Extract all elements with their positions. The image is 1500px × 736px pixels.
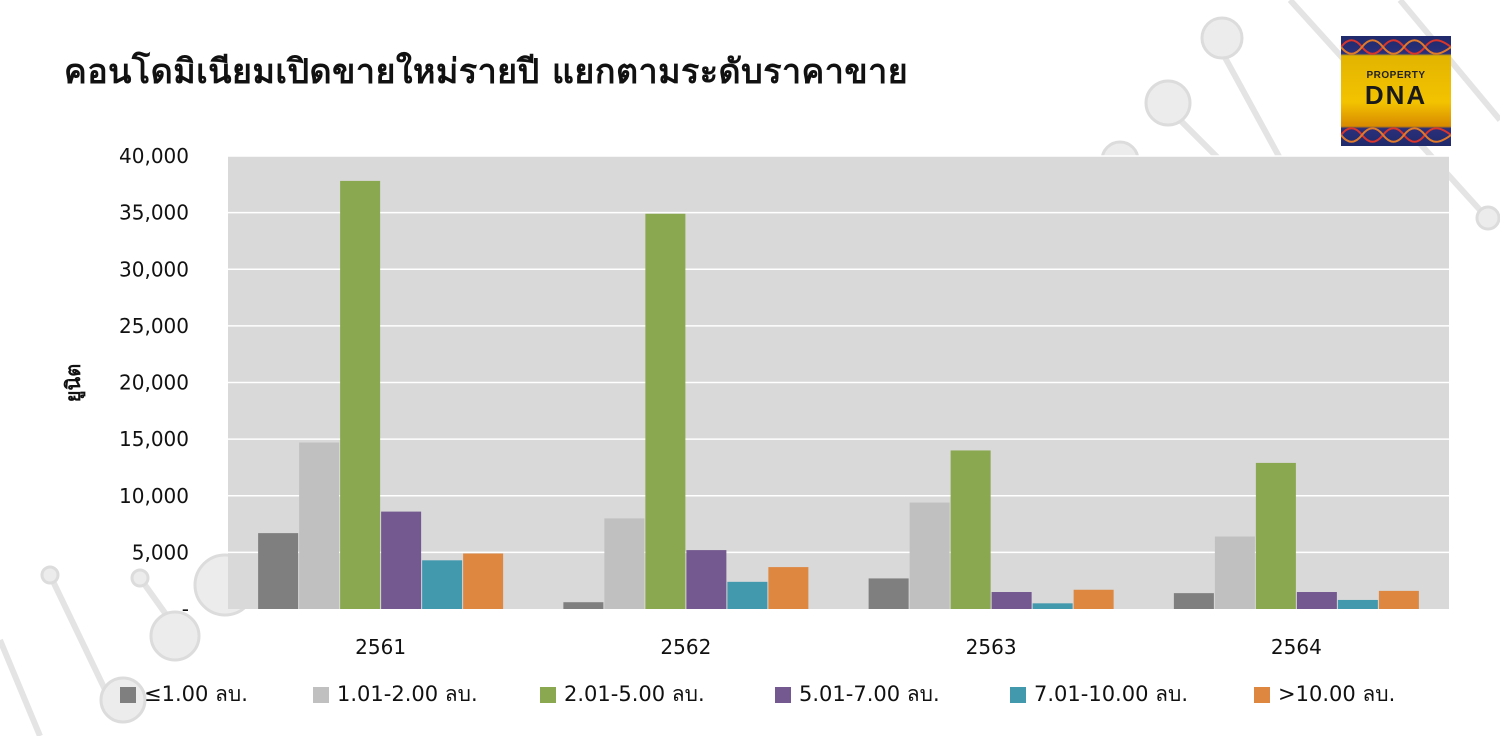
bar	[768, 567, 809, 609]
bar	[340, 180, 381, 610]
legend-item: 2.01-5.00 ลบ.	[540, 678, 705, 711]
legend-label: ≤1.00 ลบ.	[144, 682, 248, 706]
legend-swatch	[1254, 686, 1270, 703]
y-tick-label: 10,000	[119, 484, 189, 508]
y-tick-label: 25,000	[119, 314, 189, 338]
bar	[868, 578, 909, 609]
bar	[299, 442, 340, 609]
legend-label: 7.01-10.00 ลบ.	[1034, 682, 1189, 706]
bar	[950, 450, 991, 609]
legend-item: ≤1.00 ลบ.	[120, 678, 248, 711]
page-title: คอนโดมิเนียมเปิดขายใหม่รายปี แยกตามระดับ…	[64, 52, 909, 92]
x-category-label: 2562	[660, 635, 711, 659]
bar	[422, 560, 463, 609]
legend-swatch	[313, 686, 329, 703]
bar	[381, 511, 422, 609]
legend-label: >10.00 ลบ.	[1278, 682, 1396, 706]
bar	[1378, 590, 1419, 609]
legend-label: 2.01-5.00 ลบ.	[564, 682, 705, 706]
bar	[909, 502, 950, 609]
legend-swatch	[775, 686, 791, 703]
bar	[563, 602, 604, 609]
y-tick-label: 35,000	[119, 201, 189, 225]
y-tick-label: 5,000	[132, 540, 189, 564]
dna-helix-icon	[1341, 127, 1451, 143]
legend-label: 5.01-7.00 ลบ.	[799, 682, 940, 706]
legend-swatch	[120, 686, 136, 703]
logo-top-text: PROPERTY	[1366, 70, 1426, 81]
bar	[727, 581, 768, 609]
x-category-label: 2561	[355, 635, 406, 659]
legend-item: 7.01-10.00 ลบ.	[1010, 678, 1188, 711]
y-tick-label: -	[182, 597, 189, 621]
bar	[1173, 593, 1214, 609]
y-tick-label: 30,000	[119, 257, 189, 281]
bar	[1296, 592, 1337, 609]
bar	[258, 533, 299, 609]
logo-main-text: DNA	[1364, 80, 1428, 110]
bar	[604, 518, 645, 609]
legend-item: >10.00 ลบ.	[1254, 678, 1395, 711]
bar	[1214, 536, 1255, 609]
bar	[991, 592, 1032, 609]
bar	[1032, 603, 1073, 609]
legend-item: 1.01-2.00 ลบ.	[313, 678, 478, 711]
bar	[463, 553, 504, 609]
bar	[645, 213, 686, 609]
bar	[1073, 589, 1114, 609]
y-tick-label: 15,000	[119, 427, 189, 451]
legend-label: 1.01-2.00 ลบ.	[337, 682, 478, 706]
bar	[1337, 599, 1378, 609]
y-axis-label: ยูนิต	[61, 364, 87, 402]
x-category-label: 2564	[1271, 635, 1322, 659]
y-tick-label: 20,000	[119, 371, 189, 395]
bar	[1255, 462, 1296, 609]
legend-swatch	[1010, 686, 1026, 703]
legend-item: 5.01-7.00 ลบ.	[775, 678, 940, 711]
x-category-label: 2563	[966, 635, 1017, 659]
dna-helix-icon	[1341, 39, 1451, 55]
property-dna-logo: PROPERTY DNA	[1341, 36, 1451, 146]
bar	[686, 550, 727, 609]
legend-swatch	[540, 686, 556, 703]
y-tick-label: 40,000	[119, 144, 189, 168]
chart-legend: ≤1.00 ลบ. 1.01-2.00 ลบ. 2.01-5.00 ลบ. 5.01-…	[0, 678, 1500, 708]
